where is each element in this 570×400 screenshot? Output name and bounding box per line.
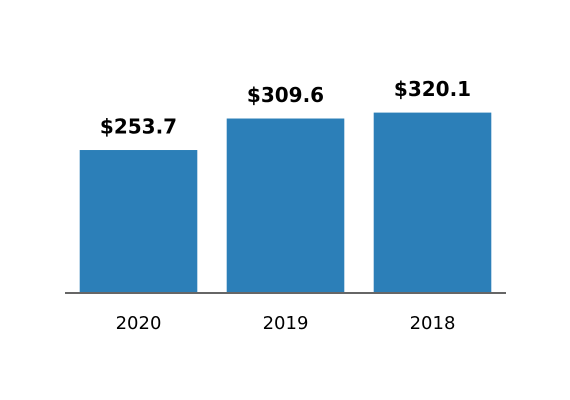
bar bbox=[226, 118, 345, 294]
bar bbox=[79, 150, 198, 293]
value-label: $320.1 bbox=[394, 77, 471, 101]
x-tick-label: 2020 bbox=[116, 313, 162, 334]
x-tick-label: 2019 bbox=[263, 313, 309, 334]
value-label: $309.6 bbox=[247, 83, 324, 107]
x-tick-label: 2018 bbox=[410, 313, 456, 334]
bar bbox=[373, 112, 492, 293]
value-label: $253.7 bbox=[100, 115, 177, 139]
